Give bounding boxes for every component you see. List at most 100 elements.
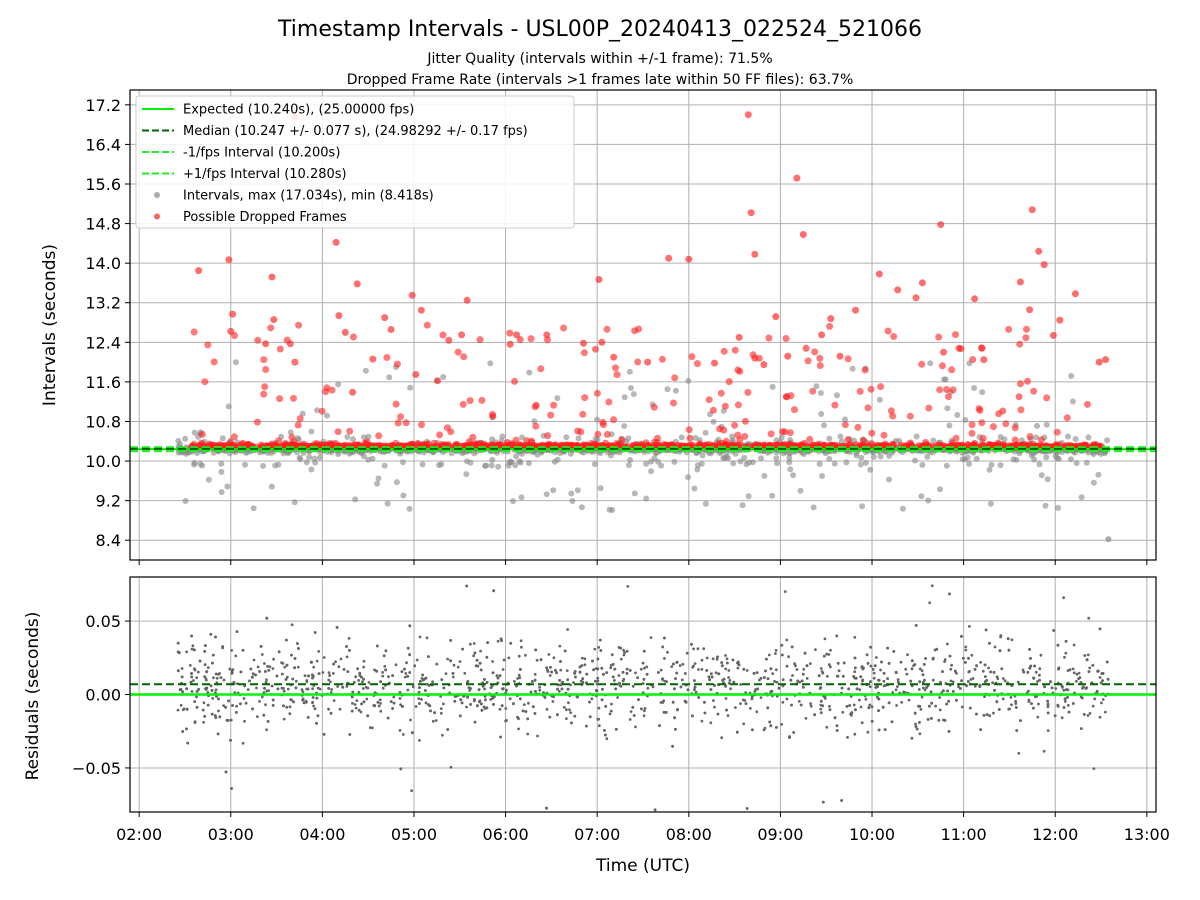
- residual-point: [764, 669, 767, 673]
- residual-point: [621, 679, 625, 683]
- dropped-frame-outlier: [760, 361, 768, 369]
- residual-point: [302, 701, 306, 705]
- residual-point: [294, 686, 298, 690]
- dropped-frame-outlier: [229, 310, 237, 318]
- residual-point: [591, 659, 594, 663]
- residual-point: [211, 661, 214, 665]
- residual-point: [565, 717, 568, 720]
- residual-point: [913, 711, 917, 715]
- dropped-frame-point: [201, 378, 209, 386]
- residual-point: [950, 663, 953, 667]
- residual-point: [351, 702, 354, 705]
- dropped-frame-point: [868, 429, 876, 437]
- interval-point: [467, 459, 474, 466]
- residual-point: [982, 713, 986, 717]
- residual-point: [684, 700, 688, 704]
- legend-dropped-label: Possible Dropped Frames: [183, 210, 347, 225]
- interval-point: [927, 360, 934, 367]
- interval-point: [643, 460, 650, 467]
- interval-point: [400, 459, 406, 466]
- residual-point: [1104, 710, 1107, 714]
- residual-point: [729, 687, 732, 691]
- residual-point: [265, 616, 269, 620]
- top-panel-frame: [129, 89, 1157, 561]
- residual-point: [597, 724, 601, 728]
- residual-point: [351, 690, 355, 694]
- residual-point: [365, 697, 369, 701]
- residual-point: [214, 635, 217, 639]
- residual-point: [946, 642, 949, 646]
- interval-point: [218, 460, 225, 467]
- residual-point: [791, 674, 794, 677]
- residual-point: [828, 708, 832, 712]
- residual-point: [1010, 703, 1013, 707]
- residual-point: [284, 678, 288, 681]
- residual-point: [557, 689, 561, 693]
- residual-point: [902, 690, 906, 694]
- residual-point: [596, 657, 600, 661]
- residual-point: [485, 655, 489, 659]
- dropped-frame-outlier: [894, 286, 902, 294]
- residual-point: [904, 667, 908, 671]
- residual-point: [705, 669, 709, 672]
- residual-point: [619, 657, 623, 661]
- residual-point: [883, 728, 887, 731]
- residual-point: [910, 736, 914, 740]
- residual-point: [346, 670, 350, 673]
- residual-point: [979, 728, 982, 731]
- residual-point: [775, 680, 779, 684]
- residual-point: [529, 690, 533, 694]
- residual-point: [235, 704, 239, 708]
- residual-point: [892, 650, 896, 653]
- residual-point: [854, 708, 857, 712]
- residual-point: [384, 649, 388, 653]
- interval-point: [324, 412, 330, 419]
- residual-point: [785, 697, 789, 701]
- residual-point: [809, 702, 812, 706]
- residual-point: [734, 706, 737, 709]
- residual-point: [400, 670, 404, 673]
- dropped-frame-point: [1030, 387, 1038, 395]
- residual-point: [533, 678, 537, 682]
- interval-point: [746, 459, 753, 466]
- residual-point: [546, 670, 550, 673]
- residual-point: [1084, 687, 1088, 690]
- residual-point: [1086, 653, 1090, 657]
- residual-point: [665, 680, 668, 683]
- interval-point: [306, 454, 313, 460]
- residual-point: [357, 679, 360, 682]
- residual-point: [345, 685, 349, 688]
- residual-point: [558, 644, 562, 648]
- dropped-frame-point: [720, 347, 728, 355]
- residual-point: [803, 651, 807, 655]
- residual-point: [181, 708, 185, 712]
- interval-point: [919, 461, 926, 468]
- residual-point: [785, 638, 789, 642]
- interval-point: [232, 359, 239, 366]
- dropped-frame-point: [454, 348, 462, 356]
- residual-point: [311, 700, 314, 704]
- residual-point: [408, 624, 412, 628]
- residual-point: [244, 701, 248, 705]
- dropped-frame-outlier: [802, 344, 810, 352]
- residual-point: [225, 718, 229, 722]
- residual-point: [316, 714, 320, 718]
- residual-point: [886, 677, 889, 680]
- residual-point: [840, 686, 844, 690]
- interval-point: [407, 384, 414, 391]
- interval-point: [826, 455, 833, 462]
- residual-point: [517, 654, 521, 658]
- interval-point: [930, 437, 937, 444]
- dropped-frame-point: [275, 437, 283, 445]
- residual-point: [643, 709, 646, 713]
- residual-point: [872, 676, 876, 680]
- dropped-frame-outlier: [971, 295, 979, 303]
- dropped-frame-point: [478, 396, 486, 404]
- residual-point: [859, 675, 863, 679]
- residual-point: [905, 672, 909, 676]
- residual-point: [1087, 670, 1091, 673]
- dropped-frame-point: [204, 341, 212, 349]
- dropped-frame-point: [949, 386, 957, 394]
- residual-point: [707, 675, 711, 679]
- dropped-frame-point: [423, 321, 431, 329]
